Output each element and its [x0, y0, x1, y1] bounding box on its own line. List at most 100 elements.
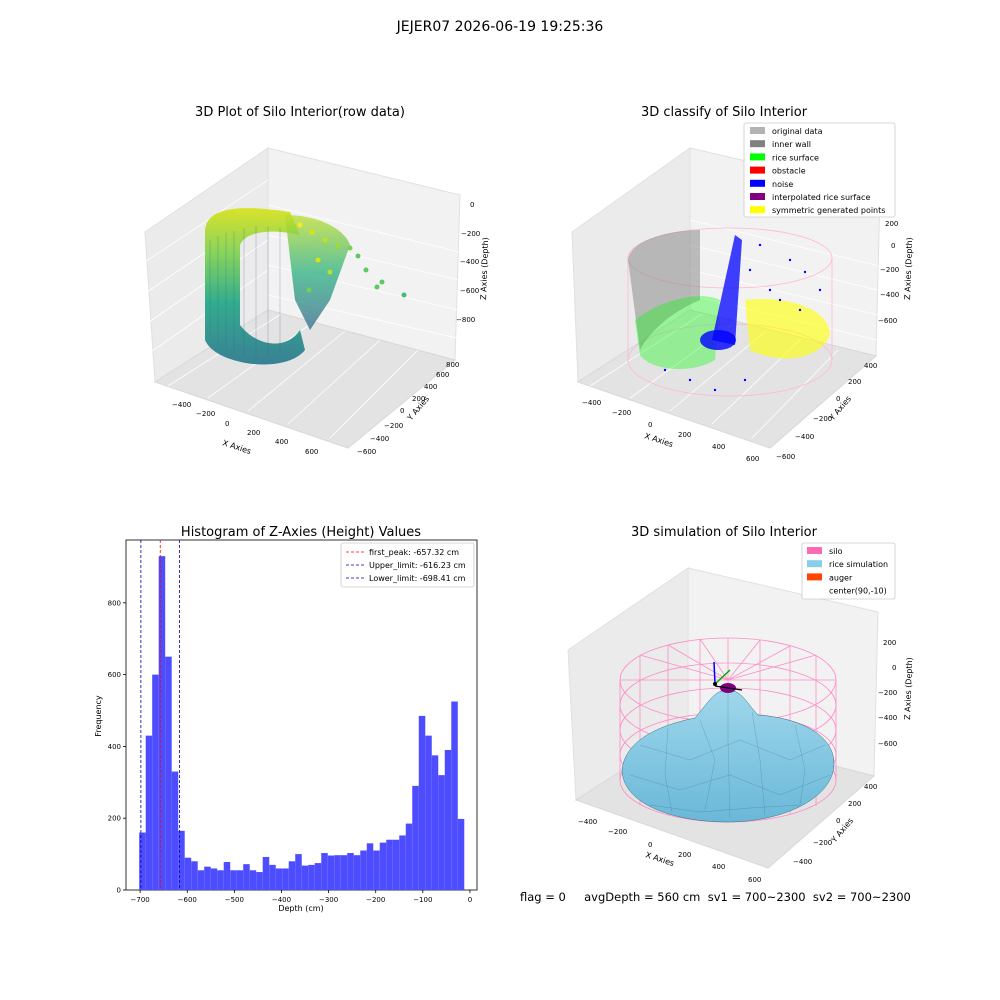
sim-legend-frame	[801, 542, 896, 600]
hist-bar	[171, 771, 179, 890]
raw-point-cloud	[205, 208, 407, 365]
hist-bar	[425, 735, 432, 890]
hist-bar	[347, 853, 354, 890]
hist-legend-label: Upper_limit: -616.23 cm	[369, 561, 466, 570]
sim-legend-swatch	[807, 547, 822, 554]
hist-bar	[158, 556, 166, 890]
cls-grid	[589, 219, 880, 439]
hist-bar	[275, 868, 283, 890]
hist-bar	[243, 864, 250, 890]
hist-bar	[301, 865, 309, 890]
hist-x-tick-label: −600	[178, 896, 197, 904]
cls-y-ticks: −600 −400 −200 0 200 400	[776, 362, 877, 461]
cls-noise-cluster	[700, 330, 736, 350]
sim-center-marker	[713, 682, 717, 686]
sim-legend-label: silo	[829, 547, 843, 556]
hist-bar	[444, 750, 452, 890]
hist-bar	[438, 775, 445, 890]
hist-bar	[145, 735, 153, 890]
cls-symmetric-points	[745, 299, 830, 359]
hist-bar	[457, 818, 465, 890]
cls-legend-label: inner wall	[772, 140, 811, 149]
sim-auger-axis-y	[714, 669, 731, 685]
raw-y-tick: 400	[424, 383, 437, 391]
cls-xlabel: X Axies	[643, 431, 674, 449]
cls-legend-swatch	[750, 140, 765, 148]
raw-x-tick: 600	[305, 448, 318, 456]
sim-x-tick: 400	[712, 863, 725, 871]
hist-bar	[269, 864, 276, 890]
hist-bar	[399, 835, 406, 890]
raw-z-tick: −200	[461, 230, 480, 238]
sim-rice-mesh	[629, 692, 831, 819]
sim-z-tick: 0	[892, 664, 896, 672]
raw-x-ticks: −400 −200 0 200 400 600	[172, 401, 318, 456]
hist-xlabel: Depth (cm)	[278, 904, 323, 913]
cls-legend-label: symmetric generated points	[772, 206, 885, 215]
hist-bar	[256, 872, 263, 890]
cls-z-tick: −400	[880, 291, 899, 299]
hist-bar	[340, 855, 348, 890]
cls-legend-label: original data	[772, 127, 823, 136]
hist-bar	[360, 850, 367, 890]
hist-bar	[204, 866, 211, 890]
hist-bar	[379, 842, 387, 890]
hist-x-ticks: −700 −600 −500 −400 −300 −200 −100 0	[131, 890, 472, 904]
cls-legend-frame	[743, 122, 896, 218]
hist-x-tick-label: −700	[131, 896, 150, 904]
sim-z-ticks: −600 −400 −200 0 200	[878, 639, 897, 748]
raw-y-tick: 200	[412, 395, 425, 403]
cls-z-tick: 0	[891, 242, 895, 250]
hist-bar	[197, 870, 205, 890]
hist-bar	[230, 870, 237, 890]
cls-z-tick: 200	[885, 220, 898, 228]
hist-bar	[236, 870, 244, 890]
hist-bar	[418, 715, 426, 890]
hist-bar	[392, 839, 400, 890]
raw-zlabel: Z Axies (Depth)	[479, 237, 490, 300]
sim-y-tick: 0	[836, 817, 840, 825]
panel-histogram: Histogram of Z-Axies (Height) Values −70…	[94, 525, 478, 913]
hist-y-tick-label: 200	[108, 815, 121, 823]
raw-x-tick: 400	[275, 438, 288, 446]
cls-noise-points	[663, 235, 822, 392]
raw-y-tick: −200	[384, 422, 403, 430]
panel-classify-3d: 3D classify of Silo Interior −4	[571, 105, 914, 463]
cls-legend-label: interpolated rice surface	[772, 193, 870, 202]
hist-bar	[282, 868, 289, 890]
hist-y-tick-label: 800	[108, 599, 121, 607]
hist-bar	[249, 870, 257, 890]
sim-auger	[713, 661, 743, 693]
raw-z-tick: −800	[456, 316, 475, 324]
sim-z-tick: −600	[878, 740, 897, 748]
raw-y-tick: 0	[400, 407, 404, 415]
sim-x-tick: 0	[648, 841, 652, 849]
hist-bar	[165, 656, 172, 890]
hist-bar	[386, 839, 393, 890]
hist-y-tick-label: 0	[117, 887, 121, 895]
cls-z-tick: −200	[880, 266, 899, 274]
raw-x-tick: 0	[225, 420, 229, 428]
hist-ylabel: Frequency	[94, 695, 103, 737]
cls-y-tick: 0	[836, 395, 840, 403]
hist-legend-label: first_peak: -657.32 cm	[369, 548, 459, 557]
hist-bar	[184, 857, 192, 890]
raw-xlabel: X Axies	[221, 438, 252, 456]
hist-bar	[223, 862, 231, 890]
sim-rice-surface	[621, 689, 835, 823]
panel-simulation-3d: 3D simulation of Silo Interior	[567, 525, 914, 884]
hist-bar	[366, 843, 374, 890]
raw-z-tick: −400	[460, 258, 479, 266]
cls-legend-swatch	[750, 166, 765, 174]
cls-legend-label: noise	[772, 180, 793, 189]
sim-legend-label: center(90,-10)	[829, 587, 887, 596]
sim-x-tick: −200	[608, 828, 627, 836]
raw-x-tick: 200	[247, 429, 260, 437]
sim-z-tick: −400	[878, 714, 897, 722]
raw-wall-stripes	[209, 226, 281, 357]
cls-x-ticks: −400 −200 0 200 400 600	[582, 399, 759, 463]
cls-legend-swatch	[750, 206, 765, 214]
figure-suptitle: JEJER07 2026-06-19 19:25:36	[396, 19, 604, 35]
hist-bar	[321, 853, 328, 890]
